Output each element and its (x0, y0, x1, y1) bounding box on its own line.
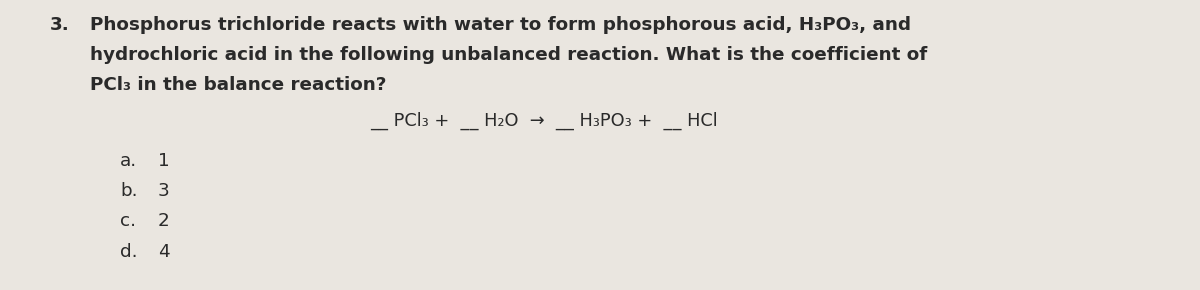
Text: PCl₃ in the balance reaction?: PCl₃ in the balance reaction? (90, 76, 386, 94)
Text: a.: a. (120, 152, 137, 170)
Text: c.: c. (120, 212, 136, 230)
Text: __ PCl₃ +  __ H₂O  →  __ H₃PO₃ +  __ HCl: __ PCl₃ + __ H₂O → __ H₃PO₃ + __ HCl (370, 112, 718, 130)
Text: 4: 4 (158, 243, 169, 261)
Text: 3.: 3. (50, 16, 70, 34)
Text: 1: 1 (158, 152, 169, 170)
Text: Phosphorus trichloride reacts with water to form phosphorous acid, H₃PO₃, and: Phosphorus trichloride reacts with water… (90, 16, 911, 34)
Text: 3: 3 (158, 182, 169, 200)
Text: hydrochloric acid in the following unbalanced reaction. What is the coefficient : hydrochloric acid in the following unbal… (90, 46, 928, 64)
Text: b.: b. (120, 182, 138, 200)
Text: d.: d. (120, 243, 138, 261)
Text: 2: 2 (158, 212, 169, 230)
